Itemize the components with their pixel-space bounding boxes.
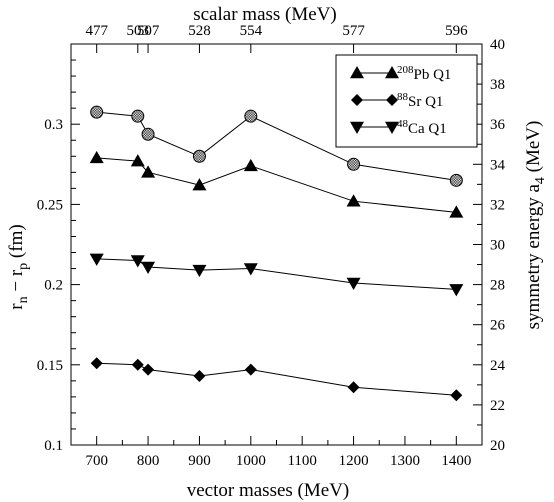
marker-diamond [131, 358, 144, 371]
marker-triangle-up [346, 194, 361, 207]
legend-label-name: Pb Q1 [414, 67, 452, 83]
y-axis-title-unit: (fm) [6, 224, 27, 263]
x-axis-title: vector masses (MeV) [187, 480, 350, 501]
marker-triangle-up [130, 154, 145, 167]
top-tick-label: 596 [445, 23, 468, 39]
marker-hatched-circle [141, 127, 155, 141]
marker-diamond [386, 94, 398, 106]
y2-tick-label: 26 [490, 318, 506, 334]
marker-triangle-down [385, 121, 399, 134]
marker-triangle-down [141, 261, 156, 274]
legend-label-name: Sr Q1 [408, 94, 443, 110]
y2-tick-label: 24 [490, 358, 506, 374]
x-tick-label: 1300 [390, 453, 420, 469]
marker-hatched-circle [192, 149, 206, 163]
y2-tick-label: 22 [490, 398, 505, 414]
marker-triangle-down [243, 263, 258, 276]
series-line [96, 157, 457, 213]
y-tick-label: 0.3 [44, 117, 63, 133]
top-tick-label: 477 [85, 23, 108, 39]
marker-triangle-up [192, 178, 207, 191]
x-tick-label: 1400 [441, 453, 471, 469]
y-axis-title-sub2: p [16, 263, 31, 270]
top-axis-title: scalar mass (MeV) [193, 4, 337, 25]
marker-hatched-circle [90, 105, 104, 119]
top-tick-label: 503 [127, 23, 150, 39]
marker-diamond [244, 363, 257, 376]
y2-tick-label: 32 [490, 197, 505, 213]
y-tick-label: 0.1 [44, 438, 63, 454]
y2-tick-label: 36 [490, 117, 506, 133]
legend: 208Pb Q1 88Sr Q1 48Ca Q1 [335, 54, 478, 148]
y-tick-label: 0.25 [37, 197, 63, 213]
y2-axis-title-sub: 4 [533, 177, 548, 184]
x-tick-label: 900 [188, 453, 211, 469]
marker-triangle-up [141, 165, 156, 178]
y2-axis-title-main: symmetry energy a [523, 184, 544, 330]
legend-label-name: Ca Q1 [408, 121, 447, 137]
marker-triangle-up [385, 66, 399, 79]
y-tick-label: 0.2 [44, 278, 63, 294]
series-ca [89, 253, 464, 297]
marker-triangle-down [346, 277, 361, 290]
marker-diamond [347, 381, 360, 394]
marker-triangle-up [89, 150, 104, 164]
marker-triangle-down [192, 264, 207, 278]
marker-triangle-down [350, 121, 364, 134]
series-pb [89, 150, 464, 218]
x-tick-label: 1000 [236, 453, 266, 469]
y-axis-title-main: r [6, 303, 27, 310]
marker-hatched-circle [244, 109, 258, 123]
marker-diamond [90, 357, 103, 370]
marker-triangle-up [350, 66, 364, 79]
top-tick-label: 577 [342, 23, 365, 39]
legend-label: 48Ca Q1 [397, 118, 447, 137]
marker-diamond [193, 370, 206, 383]
top-tick-label: 507 [137, 23, 160, 39]
y-axis-title: rn − rp (fm) [6, 224, 31, 309]
marker-hatched-circle [347, 157, 361, 171]
legend-label-superscript: 48 [397, 118, 409, 130]
x-tick-label: 1100 [287, 453, 316, 469]
top-tick-label: 528 [188, 23, 211, 39]
x-tick-label: 1200 [339, 453, 369, 469]
marker-hatched-circle [131, 109, 145, 123]
y2-tick-label: 38 [490, 77, 505, 93]
series-a4 [90, 105, 463, 187]
y-axis-title-sub1: n [16, 296, 31, 303]
legend-label-superscript: 208 [397, 64, 414, 76]
legend-label-superscript: 88 [397, 91, 409, 103]
marker-diamond [450, 389, 463, 402]
x-tick-label: 800 [137, 453, 160, 469]
legend-label: 208Pb Q1 [397, 64, 451, 83]
y2-axis-title-unit: (MeV) [523, 121, 544, 177]
marker-hatched-circle [449, 173, 463, 187]
marker-triangle-down [449, 284, 464, 297]
y2-tick-label: 20 [490, 438, 505, 454]
y2-tick-label: 30 [490, 238, 505, 254]
top-tick-label: 554 [240, 23, 263, 39]
marker-triangle-up [243, 158, 258, 172]
marker-diamond [351, 94, 363, 106]
marker-triangle-down [130, 255, 145, 268]
series-sr [90, 357, 463, 402]
y2-tick-label: 28 [490, 278, 505, 294]
y2-tick-label: 34 [490, 157, 506, 173]
legend-label: 88Sr Q1 [397, 91, 443, 110]
y2-tick-label: 40 [490, 37, 505, 53]
marker-triangle-down [89, 253, 104, 266]
marker-triangle-up [449, 205, 464, 218]
marker-diamond [142, 363, 155, 376]
y-axis-title-mid: − r [6, 269, 27, 296]
y2-axis-title: symmetry energy a4 (MeV) [523, 121, 548, 330]
y-tick-label: 0.15 [37, 358, 63, 374]
x-tick-label: 700 [85, 453, 108, 469]
